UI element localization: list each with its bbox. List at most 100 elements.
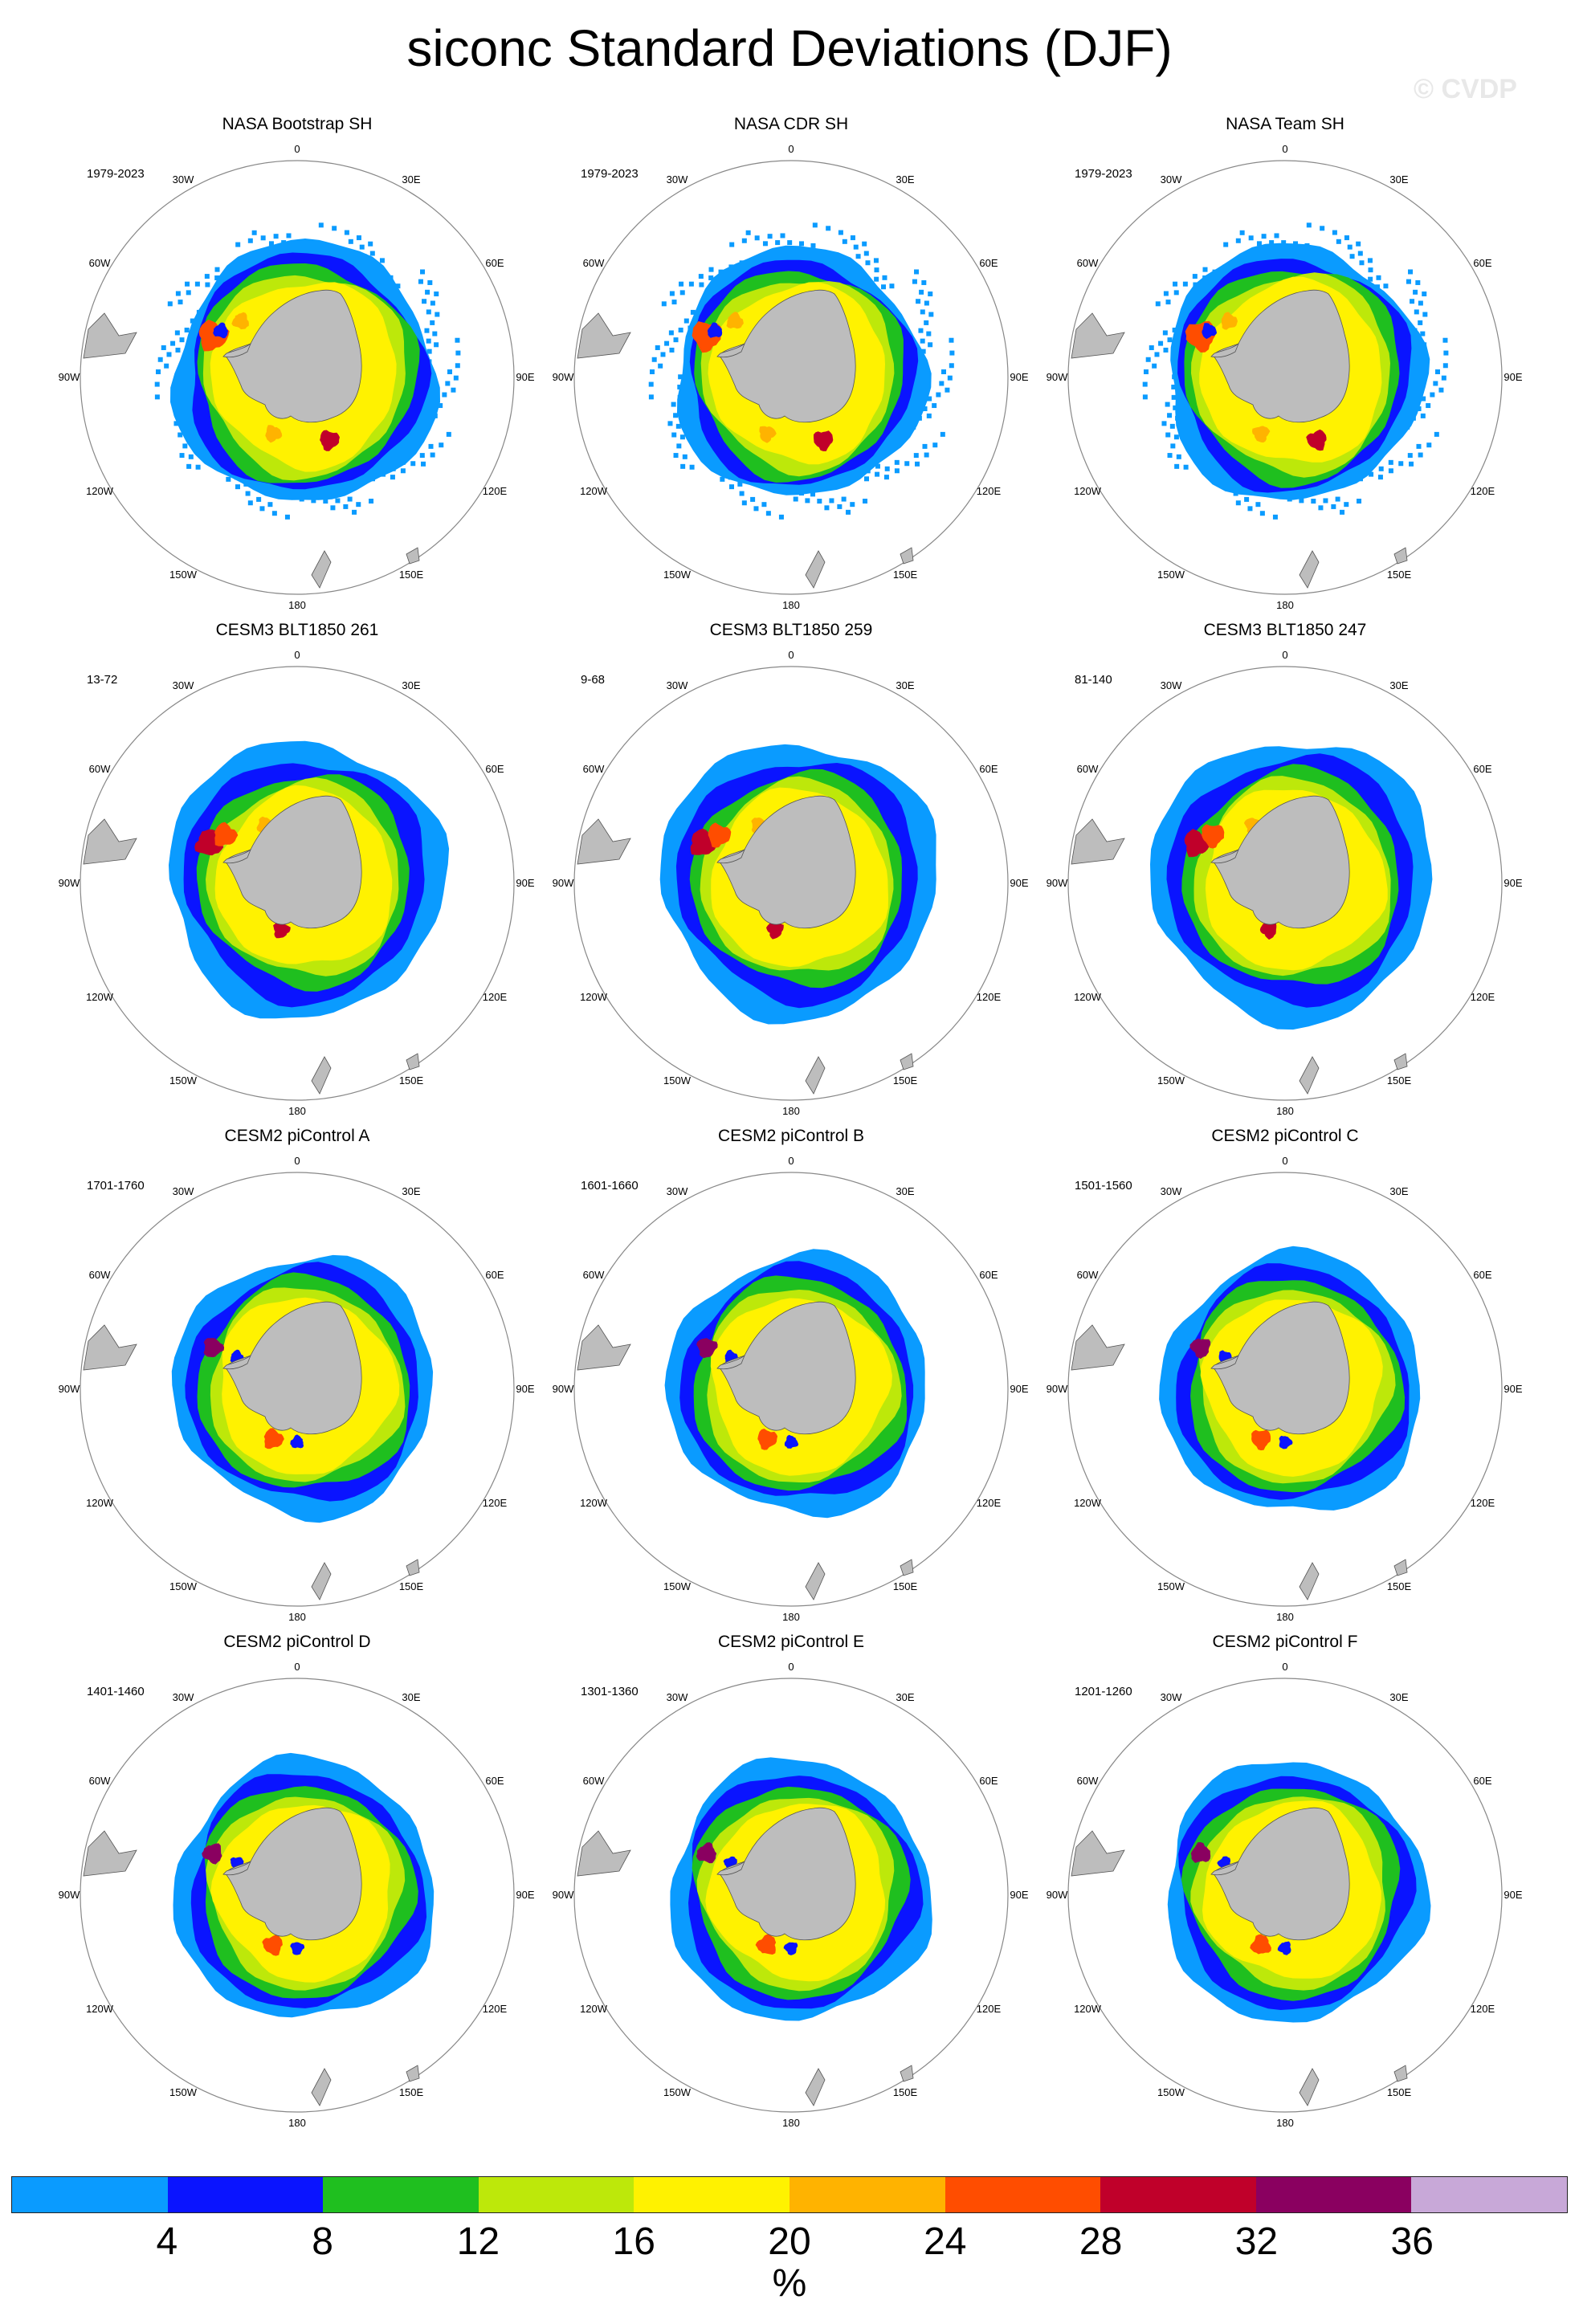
panel-period: 1301-1360 xyxy=(581,1685,639,1698)
longitude-label: 60W xyxy=(1077,763,1099,775)
map-panel: CESM2 piControl F 1201-1260 0 30E 60E 90E 120E… xyxy=(1036,1630,1534,2136)
page-title: siconc Standard Deviations (DJF) xyxy=(406,19,1173,77)
longitude-label: 120E xyxy=(483,991,508,1003)
longitude-label: 150E xyxy=(399,569,424,581)
longitude-label: 30E xyxy=(1389,173,1408,186)
longitude-label: 30E xyxy=(896,1185,914,1197)
new-zealand xyxy=(311,1562,332,1600)
panel-title: CESM2 piControl F xyxy=(1212,1633,1358,1651)
panel-title: CESM2 piControl C xyxy=(1211,1127,1359,1145)
longitude-label: 150W xyxy=(663,2086,692,2098)
longitude-label: 90W xyxy=(1047,1889,1068,1901)
colorbar-units-label: % xyxy=(772,2262,807,2305)
ice-std-hotspot xyxy=(214,822,239,846)
ice-std-hotspot xyxy=(1221,312,1238,330)
longitude-label: 150E xyxy=(1387,1074,1412,1087)
polar-map: 0 30E 60E 90E 120E 150E 180 150W 120W 90W 60W 30W xyxy=(553,143,1029,611)
longitude-label: 150W xyxy=(169,1580,198,1592)
antarctica-landmass xyxy=(1210,795,1350,929)
ice-std-hotspot xyxy=(755,1934,777,1955)
longitude-label: 180 xyxy=(782,1105,800,1117)
tasmania xyxy=(1393,1559,1408,1576)
ice-std-hotspot xyxy=(696,1842,717,1864)
panel-title: CESM2 piControl E xyxy=(717,1633,865,1651)
map-panel: NASA Bootstrap SH 1979-2023 0 30E 60E 90E 120E… xyxy=(48,112,546,618)
longitude-label: 30W xyxy=(173,1691,194,1703)
polar-map: 0 30E 60E 90E 120E 150E 180 150W 120W 90W 60W 30W xyxy=(553,1661,1029,2129)
panel-title: NASA CDR SH xyxy=(733,115,849,133)
longitude-label: 90W xyxy=(1047,1383,1068,1395)
new-zealand xyxy=(311,1056,332,1095)
colorbar xyxy=(11,2176,1568,2213)
panel-period: 81-140 xyxy=(1075,673,1112,687)
longitude-label: 90E xyxy=(1504,1889,1522,1901)
longitude-label: 30E xyxy=(402,173,420,186)
longitude-label: 0 xyxy=(788,143,794,155)
longitude-label: 60E xyxy=(1473,1775,1491,1787)
south-america-tip xyxy=(83,1324,137,1371)
new-zealand xyxy=(1299,1562,1320,1600)
polar-map: 0 30E 60E 90E 120E 150E 180 150W 120W 90W 60W 30W xyxy=(59,1661,535,2129)
longitude-label: 90W xyxy=(553,371,574,383)
longitude-label: 150E xyxy=(893,569,918,581)
colorbar-box xyxy=(1255,2177,1412,2212)
longitude-label: 120W xyxy=(1074,2003,1102,2015)
panel-period: 1501-1560 xyxy=(1075,1179,1132,1193)
longitude-label: 60E xyxy=(1473,1269,1491,1281)
map-panel: CESM2 piControl B 1601-1660 0 30E 60E 90E 120E… xyxy=(542,1124,1040,1630)
longitude-label: 120E xyxy=(977,2003,1002,2015)
longitude-label: 30W xyxy=(1161,1691,1182,1703)
longitude-label: 150E xyxy=(399,1074,424,1087)
new-zealand xyxy=(1299,1056,1320,1095)
ice-std-hotspot xyxy=(1277,1941,1291,1955)
colorbar-box xyxy=(634,2177,790,2212)
longitude-label: 30E xyxy=(896,1691,914,1703)
longitude-label: 150W xyxy=(1157,1580,1185,1592)
colorbar-tick-label: 24 xyxy=(924,2220,967,2263)
colorbar-box xyxy=(12,2177,168,2212)
antarctica-landmass xyxy=(222,795,362,929)
new-zealand xyxy=(805,2068,826,2106)
cvdp-watermark: © CVDP xyxy=(1414,74,1517,104)
longitude-label: 150W xyxy=(1157,569,1185,581)
longitude-label: 150W xyxy=(169,2086,198,2098)
panel-period: 1979-2023 xyxy=(87,167,145,181)
ice-std-hotspot xyxy=(1218,1350,1232,1365)
panel-title: CESM2 piControl B xyxy=(717,1127,865,1145)
longitude-label: 90W xyxy=(553,1383,574,1395)
longitude-label: 60E xyxy=(979,1269,998,1281)
longitude-label: 120E xyxy=(1471,2003,1495,2015)
longitude-label: 180 xyxy=(1276,1611,1294,1623)
longitude-label: 60E xyxy=(485,1269,504,1281)
longitude-label: 30W xyxy=(667,173,688,186)
colorbar-box xyxy=(478,2177,634,2212)
longitude-label: 150E xyxy=(893,2086,918,2098)
longitude-label: 90E xyxy=(516,371,534,383)
longitude-label: 120W xyxy=(580,991,608,1003)
tasmania xyxy=(1393,2065,1408,2082)
antarctica-landmass xyxy=(716,1301,856,1435)
longitude-label: 180 xyxy=(288,1105,306,1117)
colorbar-tick-label: 12 xyxy=(456,2220,500,2263)
longitude-label: 60W xyxy=(89,257,111,269)
tasmania xyxy=(1393,1053,1408,1070)
tasmania xyxy=(406,1053,420,1070)
longitude-label: 30E xyxy=(402,1185,420,1197)
longitude-label: 60E xyxy=(979,763,998,775)
longitude-label: 120W xyxy=(86,2003,114,2015)
longitude-label: 150E xyxy=(399,2086,424,2098)
longitude-label: 60W xyxy=(89,1775,111,1787)
longitude-label: 90W xyxy=(59,1383,80,1395)
longitude-label: 180 xyxy=(1276,2117,1294,2129)
polar-map: 0 30E 60E 90E 120E 150E 180 150W 120W 90W 60W 30W xyxy=(553,649,1029,1117)
longitude-label: 60E xyxy=(485,257,504,269)
south-america-tip xyxy=(1071,1324,1125,1371)
longitude-label: 150E xyxy=(399,1580,424,1592)
longitude-label: 0 xyxy=(1282,1661,1287,1673)
antarctica-landmass xyxy=(222,289,362,423)
longitude-label: 30W xyxy=(173,679,194,691)
polar-map: 0 30E 60E 90E 120E 150E 180 150W 120W 90W 60W 30W xyxy=(59,649,535,1117)
colorbar-box xyxy=(945,2177,1101,2212)
ice-std-hotspot xyxy=(1250,1934,1271,1955)
map-panel: CESM3 BLT1850 247 81-140 0 30E 60E 90E 120E 150… xyxy=(1036,618,1534,1124)
